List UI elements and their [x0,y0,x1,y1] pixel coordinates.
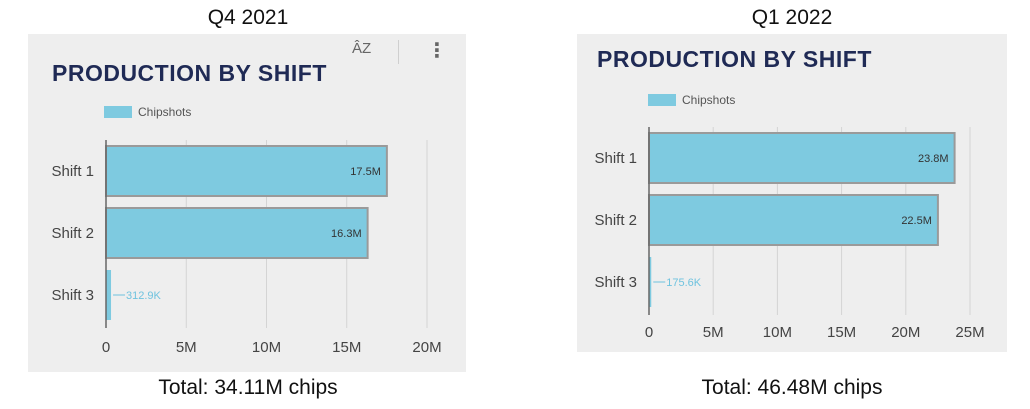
bar[interactable] [105,207,369,259]
bar[interactable] [649,257,652,307]
data-label: 23.8M [918,153,949,165]
panel-total-label: Total: 34.11M chips [158,376,338,399]
panel-period-label: Q4 2021 [207,6,289,29]
category-label: Shift 2 [594,212,637,229]
chart-legend: Chipshots [104,105,191,119]
x-tick-label: 25M [955,324,984,341]
x-tick-label: 0 [102,339,110,356]
bar[interactable] [106,270,112,320]
bar-chart-q4-2021: 0 5M 10M 15M 20M Shift 1 17.5M Shift 2 16.3M Shif… [51,140,442,356]
category-label: Shift 3 [594,274,637,291]
sort-az-icon[interactable]: ÂZ [352,40,372,57]
legend-swatch [648,94,676,106]
bar[interactable] [648,194,939,246]
category-label: Shift 3 [51,287,94,304]
category-label: Shift 2 [51,225,94,242]
legend-item-label: Chipshots [682,93,736,107]
x-tick-label: 20M [412,339,441,356]
chart-title: PRODUCTION BY SHIFT [597,46,872,72]
data-label: 22.5M [901,215,932,227]
x-tick-label: 10M [763,324,792,341]
x-tick-label: 15M [332,339,361,356]
x-tick-label: 20M [891,324,920,341]
bar-chart-q1-2022: 0 5M 10M 15M 20M 25M Shift 1 23.8M Shift 2 22.5M S… [594,127,985,341]
bar[interactable] [648,132,956,184]
chart-title: PRODUCTION BY SHIFT [52,60,327,86]
category-label: Shift 1 [51,163,94,180]
legend-item-label: Chipshots [138,105,192,119]
data-label: 17.5M [350,166,381,178]
legend-swatch [104,106,132,118]
toolbar-divider [398,40,399,64]
panel-total-label: Total: 46.48M chips [701,376,883,399]
panel-period-label: Q1 2022 [751,6,833,29]
category-label: Shift 1 [594,150,637,167]
x-tick-label: 10M [252,339,281,356]
chart-card: PRODUCTION BY SHIFT ÂZ ⋮ Chipshots 0 5M 1… [28,34,466,372]
x-tick-label: 5M [176,339,197,356]
data-label: 16.3M [331,228,362,240]
x-tick-label: 0 [645,324,653,341]
chart-card: PRODUCTION BY SHIFT Chipshots 0 5M 10M 15M 2… [577,34,1007,352]
x-tick-label: 15M [827,324,856,341]
chart-legend: Chipshots [648,93,735,107]
data-label: 175.6K [666,277,702,289]
data-label: 312.9K [126,290,162,302]
x-tick-label: 5M [703,324,724,341]
bar[interactable] [105,145,388,197]
more-vert-icon[interactable]: ⋮ [427,40,447,62]
